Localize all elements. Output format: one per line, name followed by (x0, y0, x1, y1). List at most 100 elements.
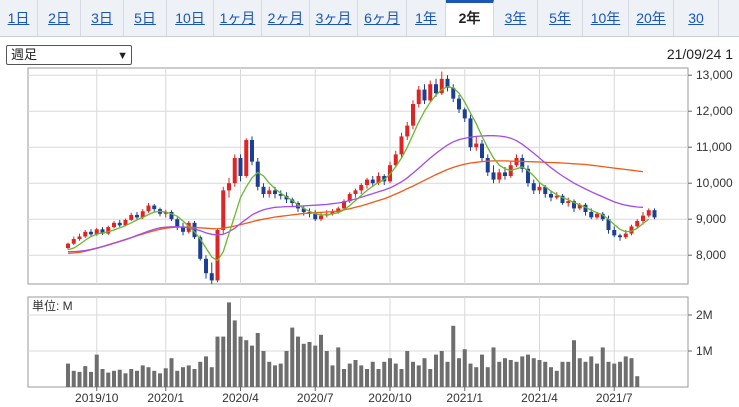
candle-body (399, 136, 404, 155)
volume-bar (342, 369, 346, 387)
candle-body (480, 143, 484, 158)
volume-bar (238, 336, 243, 387)
candle-body (77, 236, 82, 239)
tab-4[interactable]: 5日 (124, 0, 167, 36)
volume-bar (480, 354, 484, 387)
candle-body (572, 201, 576, 209)
moving-average-long-line (67, 160, 644, 255)
volume-bar (307, 342, 312, 387)
candle-body (117, 222, 122, 226)
volume-bar (439, 351, 444, 387)
candle-body (181, 226, 185, 232)
candle-body (204, 258, 208, 274)
tab-6[interactable]: 1ヶ月 (214, 0, 262, 36)
candle-body (411, 104, 415, 126)
tab-16[interactable]: 30 (674, 0, 719, 36)
time-axis-tick-label: 2020/1 (147, 391, 184, 405)
volume-bar (89, 371, 93, 387)
candle-body (261, 186, 266, 194)
tab-3[interactable]: 3日 (81, 0, 124, 36)
volume-bar (278, 363, 283, 387)
volume-bar (526, 354, 530, 387)
tab-5[interactable]: 10日 (167, 0, 214, 36)
volume-bar (273, 365, 277, 387)
volume-bar (330, 365, 335, 387)
candle-body (267, 190, 272, 194)
tab-2[interactable]: 2日 (38, 0, 81, 36)
candle-body (618, 235, 622, 238)
price-axis-tick-label: 9,000 (696, 212, 726, 226)
candle-body (244, 140, 249, 176)
tab-1[interactable]: 1日 (0, 0, 38, 36)
candle-body (273, 190, 277, 194)
volume-bar (445, 361, 450, 387)
volume-bar (474, 367, 479, 387)
volume-bar (146, 367, 151, 387)
tab-9[interactable]: 6ヶ月 (358, 0, 407, 36)
price-panel (27, 67, 689, 285)
candle-body (238, 158, 243, 176)
volume-bar (215, 336, 220, 387)
volume-bar (462, 349, 467, 387)
candle-body (497, 172, 502, 180)
volume-bar (503, 358, 507, 387)
volume-bar (209, 367, 214, 387)
candle-body (215, 230, 220, 281)
tab-12[interactable]: 3年 (494, 0, 538, 36)
volume-bar (600, 347, 605, 387)
candle-body (503, 172, 507, 176)
candle-interval-select[interactable]: 週足 ▼ (6, 45, 132, 65)
volume-bar (612, 363, 617, 387)
volume-bar (169, 358, 174, 387)
tab-13[interactable]: 5年 (538, 0, 583, 36)
candle-body (600, 213, 605, 220)
candle-body (405, 125, 410, 137)
candle-body (221, 190, 226, 230)
chevron-down-icon: ▼ (117, 50, 128, 62)
volume-bar (313, 345, 318, 387)
volume-bar (531, 358, 536, 387)
volume-bar (175, 370, 180, 387)
tab-7[interactable]: 2ヶ月 (262, 0, 310, 36)
tab-11[interactable]: 2年 (446, 0, 494, 36)
candle-body (520, 158, 525, 169)
period-tabs: 1日 2日 3日 5日 10日 1ヶ月 2ヶ月 3ヶ月 6ヶ月 1年 2年 3年 5年 10年 20年 30 (0, 0, 739, 37)
candle-body (227, 183, 231, 191)
tab-14[interactable]: 10年 (583, 0, 629, 36)
tab-15[interactable]: 20年 (629, 0, 674, 36)
candle-body (313, 213, 318, 220)
candle-body (595, 213, 599, 218)
time-axis-tick-label: 2021/7 (596, 391, 633, 405)
candle-body (209, 273, 214, 281)
candle-body (123, 219, 128, 226)
volume-bar (324, 351, 329, 387)
volume-bar (106, 372, 111, 387)
time-axis-tick-label: 2020/10 (368, 391, 412, 405)
volume-bar (319, 334, 323, 387)
price-axis-tick-label: 12,000 (696, 104, 733, 118)
volume-bar (255, 333, 260, 387)
time-axis-tick-label: 2021/1 (446, 391, 483, 405)
volume-bar (135, 370, 139, 387)
volume-bar (491, 347, 496, 387)
price-axis-tick-label: 11,000 (696, 140, 732, 154)
time-axis-tick-label: 2021/4 (521, 391, 558, 405)
volume-bar (405, 351, 410, 387)
time-axis-tick-label: 2020/4 (222, 391, 259, 405)
volume-bar (618, 361, 622, 387)
candle-body (641, 215, 645, 221)
candle-body (537, 186, 542, 191)
volume-bar (434, 354, 438, 387)
tab-10[interactable]: 1年 (407, 0, 446, 36)
price-axis-tick-label: 10,000 (696, 176, 733, 190)
volume-bar (140, 365, 145, 387)
price-axis-tick-label: 13,000 (696, 68, 733, 82)
volume-bar (244, 340, 249, 387)
candle-body (635, 221, 640, 227)
volume-bar (112, 370, 116, 387)
candle-body (451, 87, 456, 99)
tab-8[interactable]: 3ヶ月 (310, 0, 358, 36)
volume-bar (572, 340, 576, 387)
volume-bar (117, 369, 122, 387)
